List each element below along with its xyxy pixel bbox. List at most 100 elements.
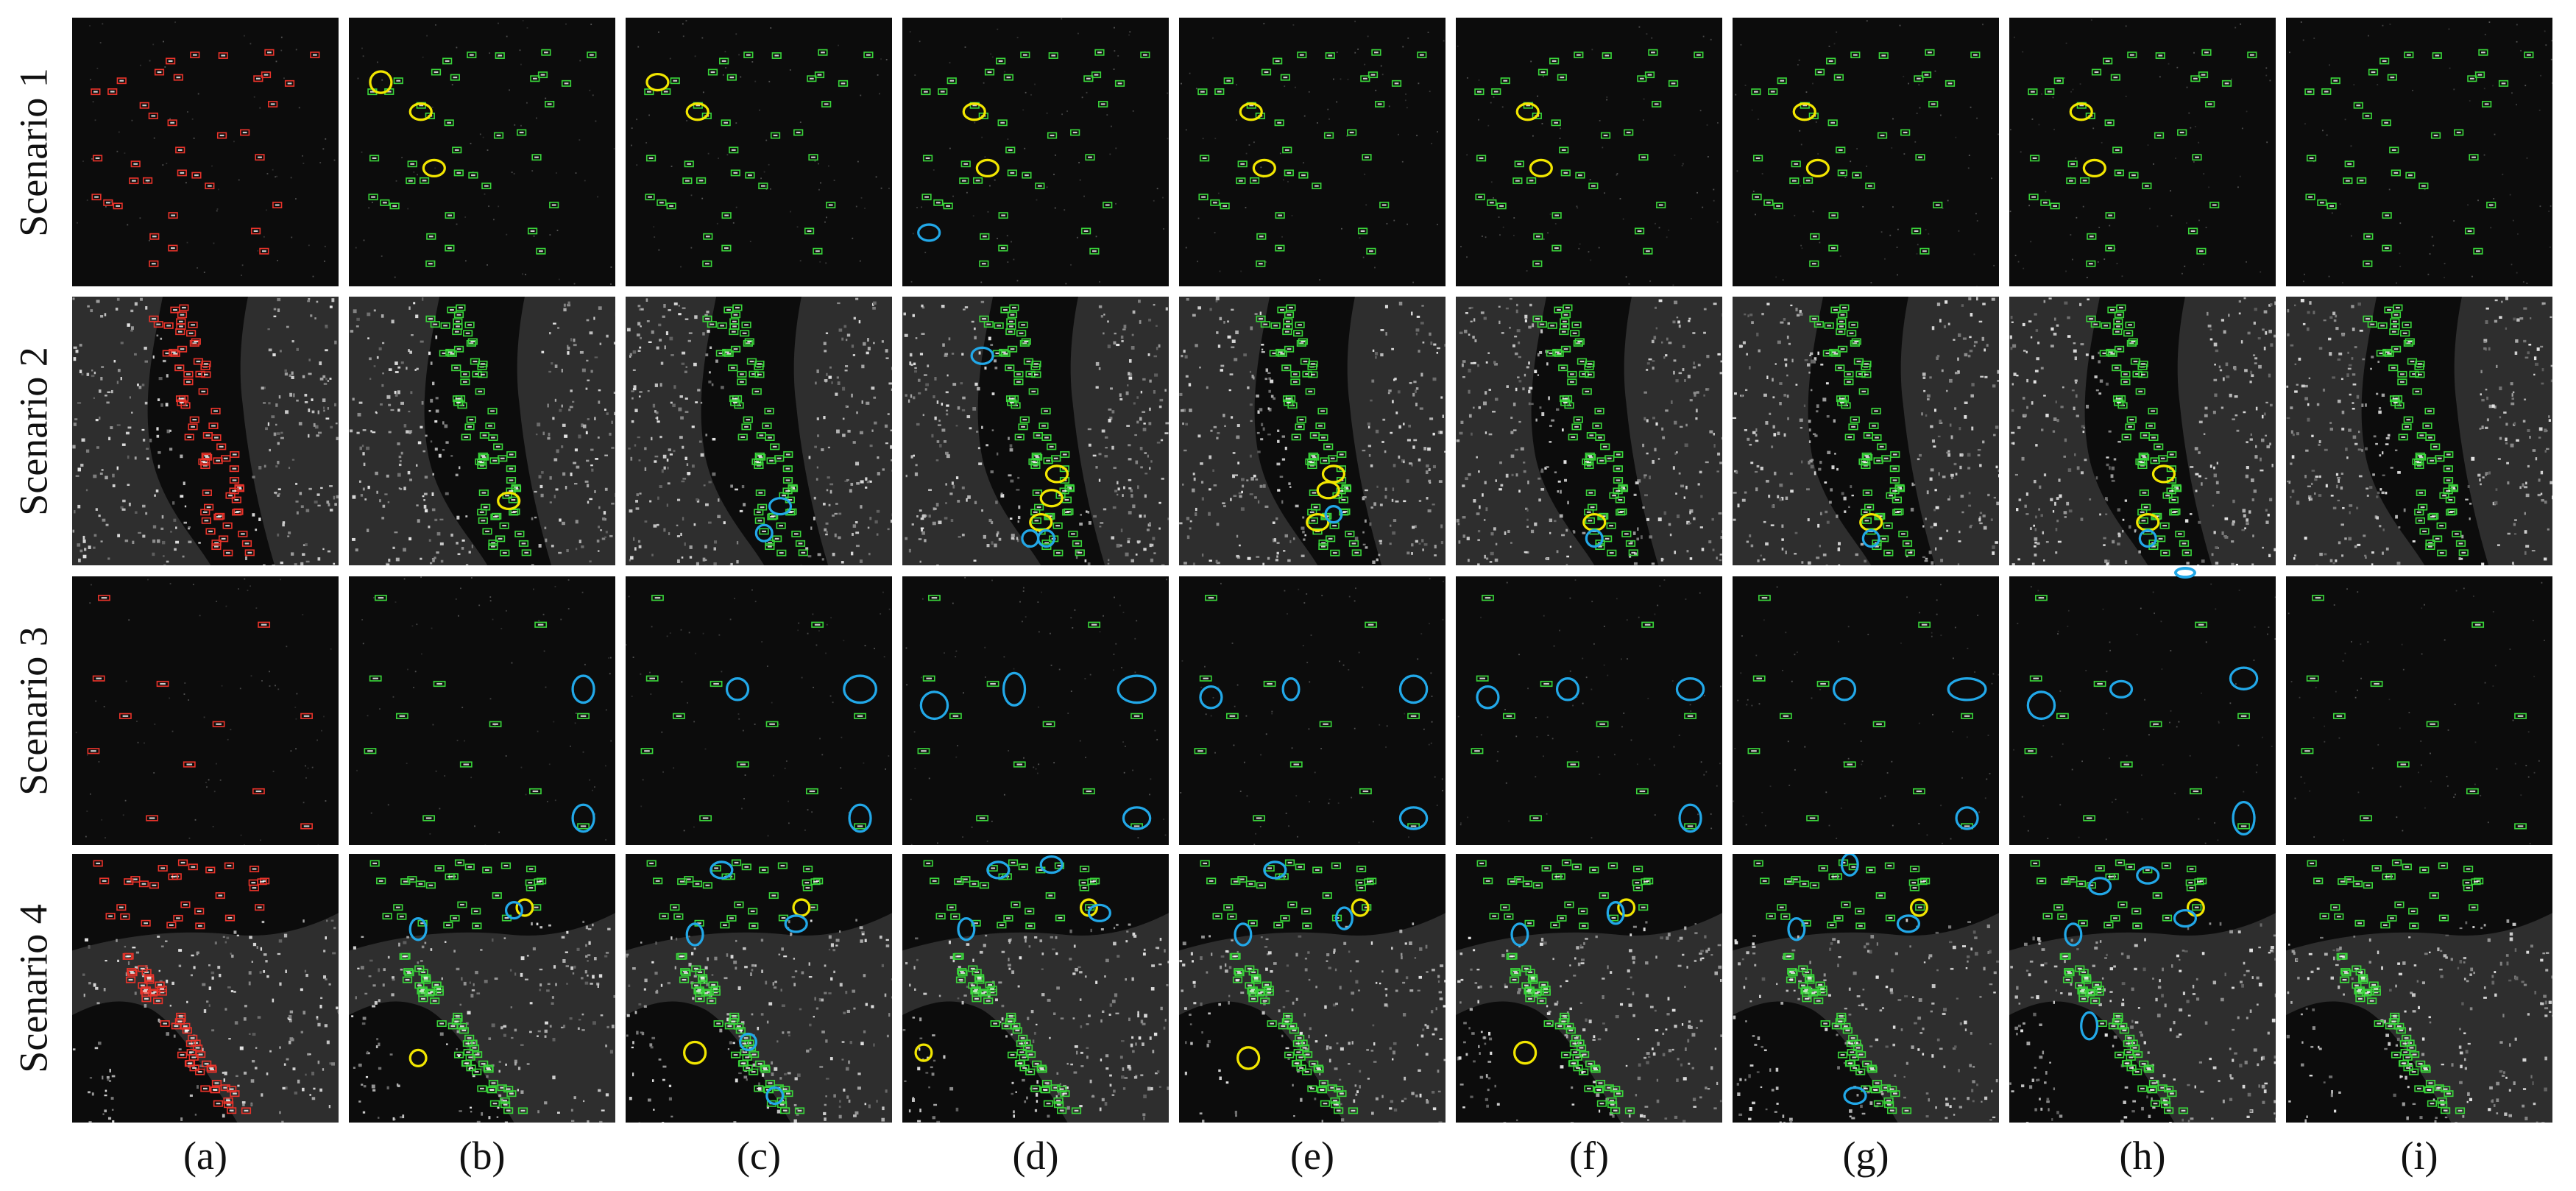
ship-box [708, 981, 718, 989]
ship-box [1613, 477, 1624, 484]
ship-box [1584, 1085, 1594, 1092]
ship-box [222, 522, 233, 529]
ship-box [1057, 1086, 1067, 1093]
ship-box [1512, 177, 1523, 185]
ship-box [1892, 496, 1902, 503]
ship-box [804, 227, 815, 235]
ship-box [2466, 788, 2479, 795]
ship-box [195, 922, 205, 930]
ship-box [2377, 322, 2388, 329]
ship-box [1281, 364, 1292, 372]
ship-box [1844, 370, 1854, 378]
ship-box [2304, 88, 2315, 96]
ship-box [2379, 57, 2390, 65]
ship-box [92, 675, 105, 682]
ship-box [1814, 321, 1824, 328]
ship-box [644, 88, 654, 96]
panel-image [902, 18, 1169, 286]
ship-box [2209, 202, 2220, 209]
ship-box [1284, 1051, 1295, 1059]
panel-image [2009, 297, 2276, 565]
false-alarm-marker [2082, 158, 2106, 177]
ship-box [997, 922, 1007, 929]
ship-box [1256, 260, 1266, 267]
ship-box [503, 1086, 514, 1093]
ship-box [497, 1084, 507, 1092]
ship-box [255, 904, 265, 911]
ship-box [1835, 364, 1845, 372]
ship-box [1072, 540, 1083, 547]
ship-box [476, 459, 487, 466]
ship-box [1884, 862, 1895, 869]
ship-box [2398, 434, 2408, 441]
ship-box [2126, 339, 2137, 347]
ship-box [1873, 457, 1883, 464]
ship-box [1318, 1079, 1329, 1086]
ship-box [751, 388, 762, 395]
ship-box [2343, 177, 2353, 185]
ship-box [1644, 71, 1655, 79]
ship-box [1476, 155, 1487, 162]
ship-box [184, 1060, 195, 1067]
ship-box [930, 877, 940, 885]
ship-box [1348, 540, 1359, 547]
ship-box [402, 976, 413, 983]
ship-box [1613, 465, 1623, 473]
ship-box [1878, 52, 1889, 59]
ship-box [987, 986, 997, 993]
image-panel-scenario-4-col-b [349, 854, 615, 1123]
ship-box [2319, 913, 2329, 920]
ship-box [211, 540, 222, 547]
ship-box [2189, 788, 2202, 795]
ship-box [2437, 1097, 2447, 1104]
missed-detection-marker [1263, 860, 1287, 880]
ship-box [2463, 866, 2474, 873]
ship-box [177, 859, 188, 866]
ship-box [2154, 132, 2165, 139]
panel-image [1733, 18, 1999, 286]
ship-box [1818, 865, 1828, 872]
ship-box [2361, 989, 2372, 997]
ship-box [728, 1018, 738, 1025]
ship-box [2432, 52, 2442, 59]
ship-box [248, 879, 258, 886]
ship-box [1284, 169, 1294, 177]
ship-box [1912, 788, 1925, 795]
ship-box [300, 823, 313, 830]
ship-box [2419, 528, 2430, 535]
ship-box [1334, 1086, 1344, 1093]
ship-box [105, 913, 116, 920]
ship-box [1855, 1068, 1866, 1075]
ship-box [1307, 1085, 1317, 1092]
ship-box [1550, 922, 1560, 929]
ship-box [2091, 68, 2102, 76]
ship-box [1573, 416, 1583, 423]
ship-box [1751, 88, 1761, 96]
ship-box [2391, 311, 2402, 319]
ship-box [2371, 865, 2382, 872]
ship-box [467, 338, 478, 345]
ship-box [188, 423, 198, 431]
panel-image [2286, 576, 2552, 845]
ship-box [1295, 863, 1305, 871]
ship-box [1558, 1018, 1568, 1025]
ship-box [225, 492, 236, 499]
ship-box [2398, 1060, 2409, 1067]
ship-box [1308, 452, 1318, 459]
ship-box [2105, 873, 2115, 880]
ship-box [445, 348, 456, 356]
ship-box [2416, 1060, 2426, 1067]
ship-box [765, 543, 775, 551]
ship-box [949, 713, 962, 719]
ship-box [933, 199, 944, 206]
ship-box [1540, 986, 1551, 993]
ship-box [1060, 1090, 1070, 1098]
ship-box [369, 155, 380, 162]
ship-box [506, 465, 516, 473]
ship-box [2112, 364, 2122, 372]
ship-box [1365, 621, 1378, 628]
ship-box [1883, 549, 1894, 556]
ship-box [1003, 914, 1013, 922]
ship-box [1841, 1022, 1851, 1030]
ship-box [1842, 1027, 1853, 1034]
